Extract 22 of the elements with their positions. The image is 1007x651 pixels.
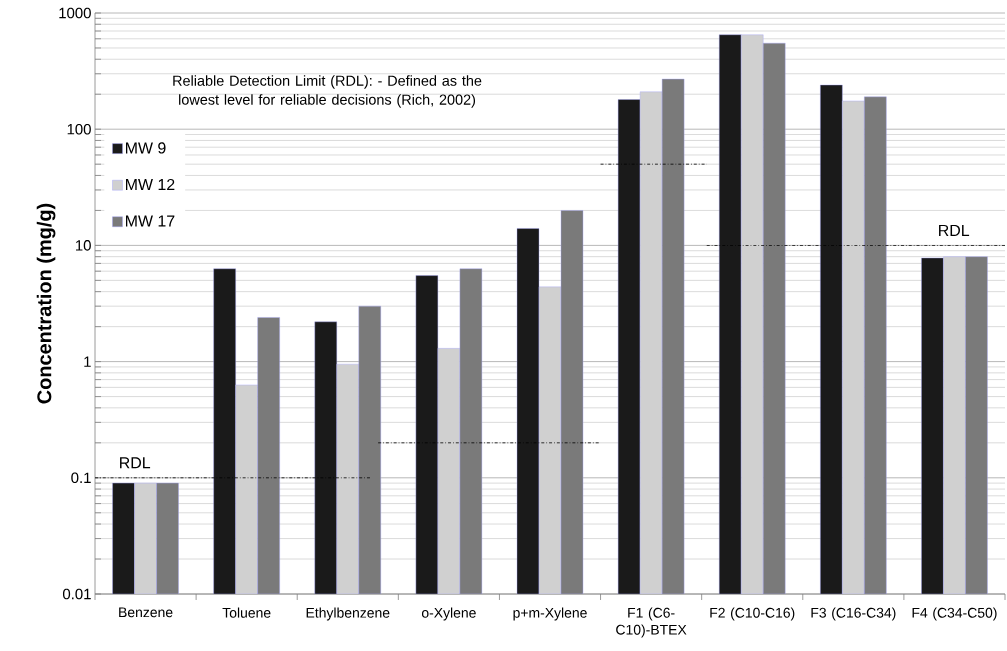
ref-line-label: RDL xyxy=(120,457,151,469)
y-tick-label: 100 xyxy=(67,123,91,135)
x-tick-label: p+m-Xylene xyxy=(513,607,587,621)
legend-label: MW 17 xyxy=(126,215,175,227)
x-tick-label: o-Xylene xyxy=(421,607,476,621)
annotation: Reliable Detection Limit (RDL): - Defined as the lowest level for reliable decisions (Rich, 2002) xyxy=(173,75,482,108)
x-tick-label: Ethylbenzene xyxy=(306,607,390,621)
y-tick-label: 1 xyxy=(84,356,91,367)
x-tick-label: Benzene xyxy=(119,607,173,618)
y-tick-label: 10 xyxy=(76,240,91,251)
y-tick-label: 0.01 xyxy=(62,588,91,600)
y-tick-label: 1000 xyxy=(59,7,91,19)
ref-line-label: RDL xyxy=(939,224,970,236)
legend-label: MW 12 xyxy=(126,178,175,191)
x-tick-label: Toluene xyxy=(222,607,271,618)
x-tick-label: F2 (C10-C16) xyxy=(710,607,795,621)
y-axis-title: Concentration (mg/g) xyxy=(36,203,56,404)
legend-label: MW 9 xyxy=(126,142,166,154)
y-tick-label: 0.1 xyxy=(71,472,91,484)
x-tick-label: F4 (C34-C50) xyxy=(912,607,997,621)
x-tick-label: F3 (C16-C34) xyxy=(811,607,896,621)
x-tick-label: F1 (C6-C10)-BTEX xyxy=(616,607,687,638)
